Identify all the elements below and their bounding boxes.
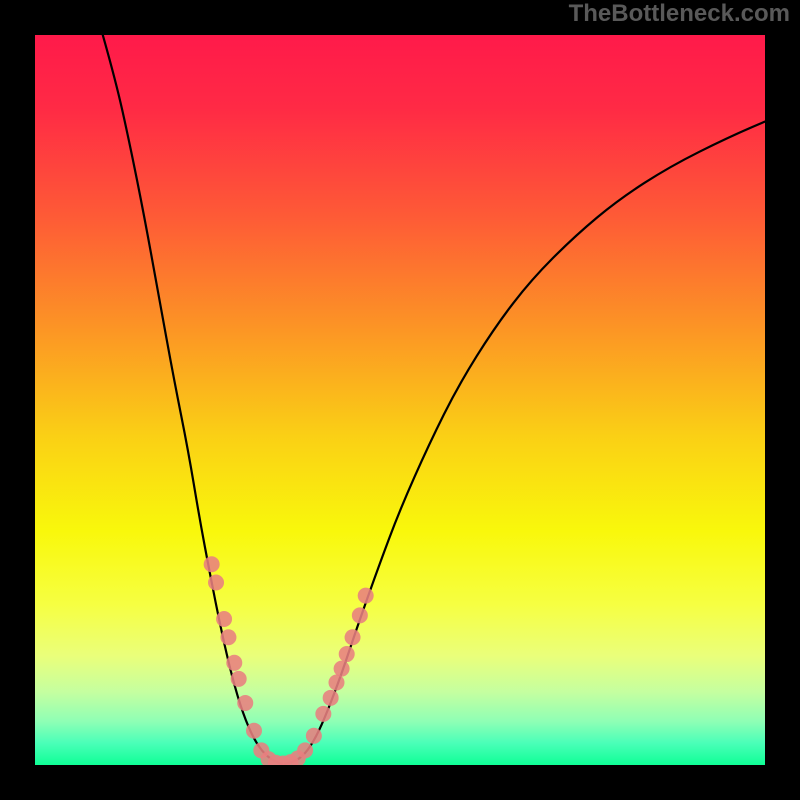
- data-point: [208, 575, 224, 591]
- data-point: [358, 588, 374, 604]
- data-point: [246, 723, 262, 739]
- data-point: [226, 655, 242, 671]
- data-point: [334, 661, 350, 677]
- data-point: [352, 607, 368, 623]
- data-point: [306, 728, 322, 744]
- data-point: [328, 675, 344, 691]
- data-point: [237, 695, 253, 711]
- chart-canvas: TheBottleneck.com: [0, 0, 800, 800]
- data-point: [339, 646, 355, 662]
- data-point: [216, 611, 232, 627]
- data-point: [297, 742, 313, 758]
- data-point: [315, 706, 331, 722]
- watermark-text: TheBottleneck.com: [569, 0, 790, 28]
- data-point: [220, 629, 236, 645]
- data-point: [323, 690, 339, 706]
- bottleneck-plot: [0, 0, 800, 800]
- data-point: [231, 671, 247, 687]
- gradient-background: [35, 35, 765, 765]
- data-point: [204, 556, 220, 572]
- data-point: [345, 629, 361, 645]
